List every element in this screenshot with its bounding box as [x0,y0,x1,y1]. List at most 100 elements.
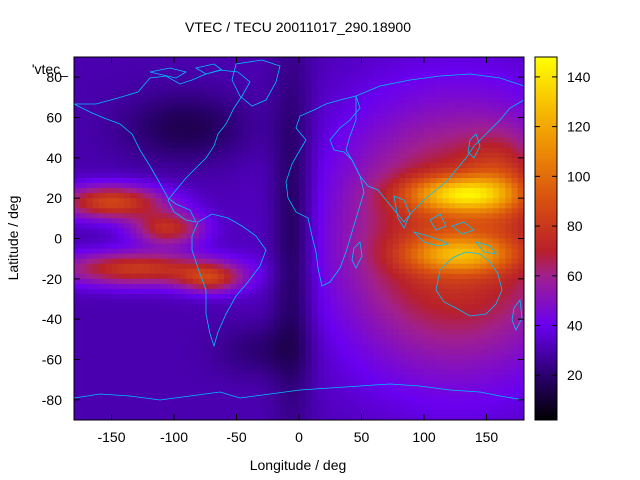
heatmap-cell [492,233,500,240]
heatmap-cell [217,117,225,124]
heatmap-cell [274,152,281,159]
heatmap-cell [180,379,188,386]
heatmap-cell [299,147,306,154]
heatmap-cell [311,334,319,340]
heatmap-cell [505,102,513,109]
heatmap-cell [374,354,381,361]
heatmap-cell [355,359,363,366]
heatmap-cell [224,112,231,119]
heatmap-cell [142,384,150,391]
heatmap-cell [317,283,325,290]
heatmap-cell [192,167,200,174]
heatmap-cell [86,258,94,265]
heatmap-cell [86,208,94,214]
heatmap-cell [480,228,488,235]
heatmap-cell [292,238,300,245]
heatmap-cell [286,293,294,300]
heatmap-cell [286,127,294,134]
heatmap-cell [442,178,450,184]
heatmap-cell [467,288,475,295]
heatmap-cell [261,107,269,114]
heatmap-cell [380,354,388,361]
heatmap-cell [124,162,131,169]
heatmap-cell [299,364,306,371]
heatmap-cell [186,62,194,68]
heatmap-cell [392,324,400,330]
heatmap-cell [380,414,388,420]
heatmap-cell [361,157,369,164]
heatmap-cell [480,62,488,68]
heatmap-cell [349,152,356,159]
heatmap-cell [199,288,206,295]
heatmap-cell [142,324,150,330]
heatmap-cell [255,379,263,386]
heatmap-cell [149,122,156,129]
heatmap-cell [211,157,219,164]
heatmap-cell [424,379,431,386]
heatmap-cell [411,183,419,189]
heatmap-cell [499,278,506,285]
heatmap-cell [174,112,181,119]
heatmap-cell [180,132,188,139]
heatmap-cell [167,379,175,386]
heatmap-cell [305,172,313,179]
heatmap-cell [486,107,494,114]
heatmap-cell [111,293,119,300]
heatmap-cell [461,349,469,356]
heatmap-cell [155,364,163,371]
heatmap-cell [480,208,488,214]
heatmap-cell [486,203,494,209]
heatmap-cell [99,132,106,139]
heatmap-cell [499,238,506,245]
heatmap-cell [499,293,506,300]
heatmap-cell [186,193,194,199]
heatmap-cell [274,384,281,391]
heatmap-cell [74,77,81,83]
heatmap-cell [324,233,331,240]
heatmap-cell [349,354,356,361]
heatmap-cell [424,228,431,235]
heatmap-cell [317,384,325,391]
heatmap-cell [386,72,394,78]
heatmap-cell [399,213,406,219]
heatmap-cell [411,178,419,184]
heatmap-cell [380,218,388,224]
heatmap-cell [474,369,481,376]
heatmap-cell [486,364,494,371]
heatmap-cell [380,394,388,401]
heatmap-cell [399,223,406,230]
heatmap-cell [305,288,313,295]
heatmap-cell [230,278,238,285]
heatmap-cell [480,167,488,174]
heatmap-cell [86,122,94,129]
heatmap-cell [474,268,481,275]
heatmap-cell [467,97,475,103]
heatmap-cell [417,223,425,230]
heatmap-cell [249,208,256,214]
heatmap-cell [367,208,375,214]
heatmap-cell [186,304,194,310]
heatmap-cell [136,374,144,381]
heatmap-cell [330,304,338,310]
heatmap-cell [442,228,450,235]
heatmap-cell [324,162,331,169]
heatmap-cell [255,167,263,174]
heatmap-cell [249,57,256,63]
heatmap-cell [349,117,356,124]
heatmap-cell [236,354,244,361]
heatmap-cell [411,107,419,114]
heatmap-cell [174,243,181,250]
heatmap-cell [280,409,288,416]
heatmap-cell [455,92,463,98]
heatmap-cell [149,228,156,235]
heatmap-cell [274,162,281,169]
heatmap-cell [386,172,394,179]
heatmap-cell [111,324,119,330]
heatmap-cell [392,162,400,169]
heatmap-cell [186,414,194,420]
heatmap-cell [455,379,463,386]
heatmap-cell [155,299,163,305]
heatmap-cell [105,273,113,280]
heatmap-cell [211,384,219,391]
heatmap-cell [467,87,475,93]
